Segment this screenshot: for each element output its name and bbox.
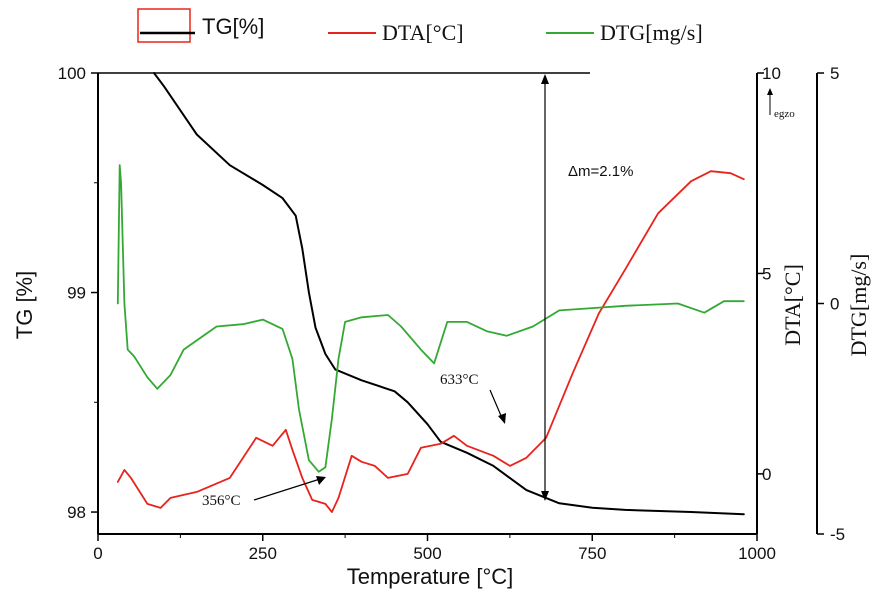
dtg-tick-label: 0 — [830, 295, 839, 314]
dta-axis-title: DTA[°C] — [780, 264, 805, 346]
legend-label-dta: DTA[°C] — [382, 20, 464, 45]
legend-swatch-tg — [137, 8, 191, 43]
tg-tick-label: 100 — [58, 64, 86, 83]
dtg-tick-label: -5 — [830, 525, 845, 544]
dtg-tick-label: 5 — [830, 64, 839, 83]
series-group — [116, 72, 745, 516]
tg-axis-title: TG [%] — [12, 271, 37, 339]
series-line-dta — [116, 170, 745, 513]
x-tick-label: 0 — [93, 544, 102, 563]
dta-tick-label: 5 — [762, 264, 771, 283]
legend-label-tg: TG[%] — [202, 14, 264, 39]
legend-label-dtg: DTG[mg/s] — [600, 20, 703, 45]
dta-tick-label: 0 — [762, 465, 771, 484]
peak-356-arrowhead — [316, 476, 326, 485]
x-tick-label: 750 — [578, 544, 606, 563]
x-tick-label: 1000 — [738, 544, 776, 563]
dtg-axis-title: DTG[mg/s] — [846, 254, 871, 357]
dta-tick-label: 10 — [762, 64, 781, 83]
peak-356-label: 356°C — [202, 493, 241, 509]
peak-633-label: 633°C — [440, 372, 479, 388]
mass-loss-arrowhead-top — [541, 74, 549, 84]
series-line-tg — [153, 72, 745, 516]
egzo-arrowhead — [767, 88, 773, 95]
x-axis-title: Temperature [°C] — [347, 564, 514, 589]
peak-633-arrow — [489, 389, 503, 419]
mass-loss-arrowhead-bottom — [541, 491, 549, 501]
legend: TG[%] DTA[°C] DTG[mg/s] — [137, 8, 703, 45]
peak-356-arrow — [253, 478, 321, 501]
annotations: Δm=2.1% egzo 356°C 633°C — [202, 74, 795, 509]
tg-tick-label: 98 — [67, 503, 86, 522]
series-line-dtg — [116, 164, 745, 473]
x-tick-label: 500 — [413, 544, 441, 563]
mass-loss-label: Δm=2.1% — [568, 163, 633, 180]
peak-633-arrowhead — [498, 413, 506, 424]
x-tick-label: 250 — [249, 544, 277, 563]
egzo-label: egzo — [774, 108, 795, 120]
tg-tick-label: 99 — [67, 284, 86, 303]
